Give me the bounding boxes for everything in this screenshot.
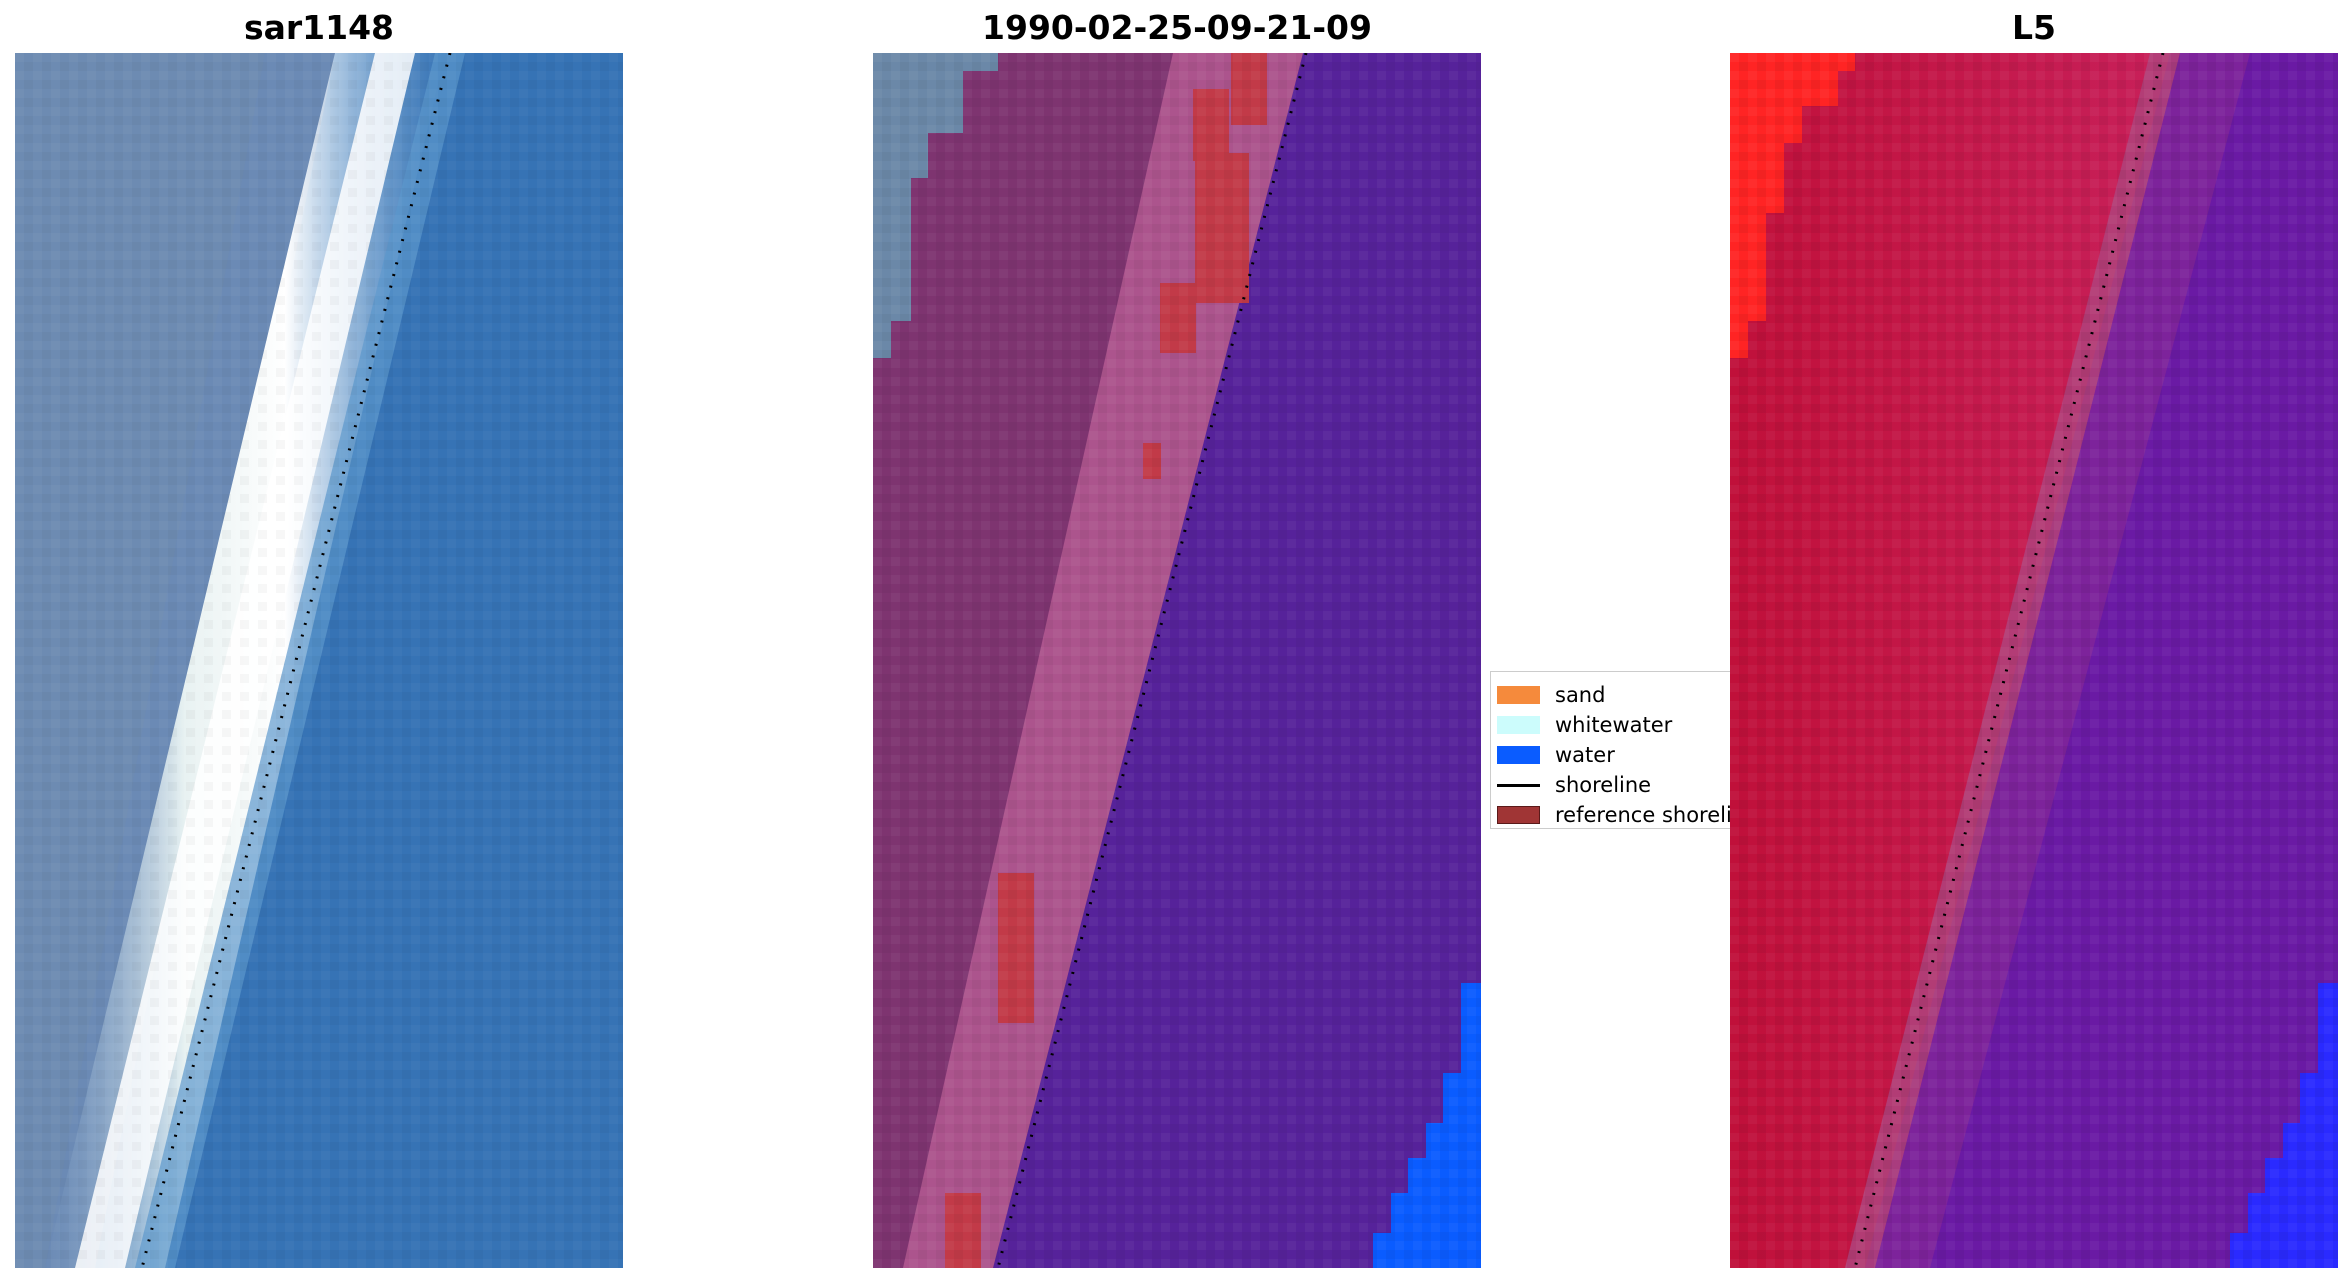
index-image-panel xyxy=(1730,53,2338,1268)
shoreline-classified xyxy=(996,53,1308,1268)
legend-label-sand: sand xyxy=(1555,683,1606,707)
panel-title-classified: 1990-02-25-09-21-09 xyxy=(982,8,1372,47)
rgb-image-panel xyxy=(15,53,623,1268)
legend-item-whitewater: whitewater xyxy=(1497,710,1672,740)
index-image xyxy=(1730,53,2338,1268)
legend-label-water: water xyxy=(1555,743,1615,767)
panel-title-rgb: sar1148 xyxy=(243,8,395,47)
sand-swatch xyxy=(1497,686,1540,704)
reference-shoreline-swatch xyxy=(1497,806,1540,824)
shoreline-index xyxy=(1853,53,2165,1268)
legend-label-reference-shoreline: reference shoreline xyxy=(1555,803,1730,827)
whitewater-swatch xyxy=(1497,716,1540,734)
legend-item-shoreline: shoreline xyxy=(1497,770,1651,800)
classified-image-panel xyxy=(873,53,1481,1268)
legend-item-reference-shoreline: reference shoreline xyxy=(1497,800,1730,828)
legend: sand whitewater water shoreline referenc… xyxy=(1490,671,1730,829)
legend-label-shoreline: shoreline xyxy=(1555,773,1652,797)
shoreline-line-swatch xyxy=(1497,783,1540,787)
legend-item-sand: sand xyxy=(1497,680,1605,710)
legend-item-water: water xyxy=(1497,740,1615,770)
rgb-image xyxy=(15,53,623,1268)
shoreline-rgb xyxy=(140,53,452,1268)
panel-title-index: L5 xyxy=(2012,8,2056,47)
classified-image xyxy=(873,53,1481,1268)
water-swatch xyxy=(1497,746,1540,764)
legend-label-whitewater: whitewater xyxy=(1555,713,1673,737)
